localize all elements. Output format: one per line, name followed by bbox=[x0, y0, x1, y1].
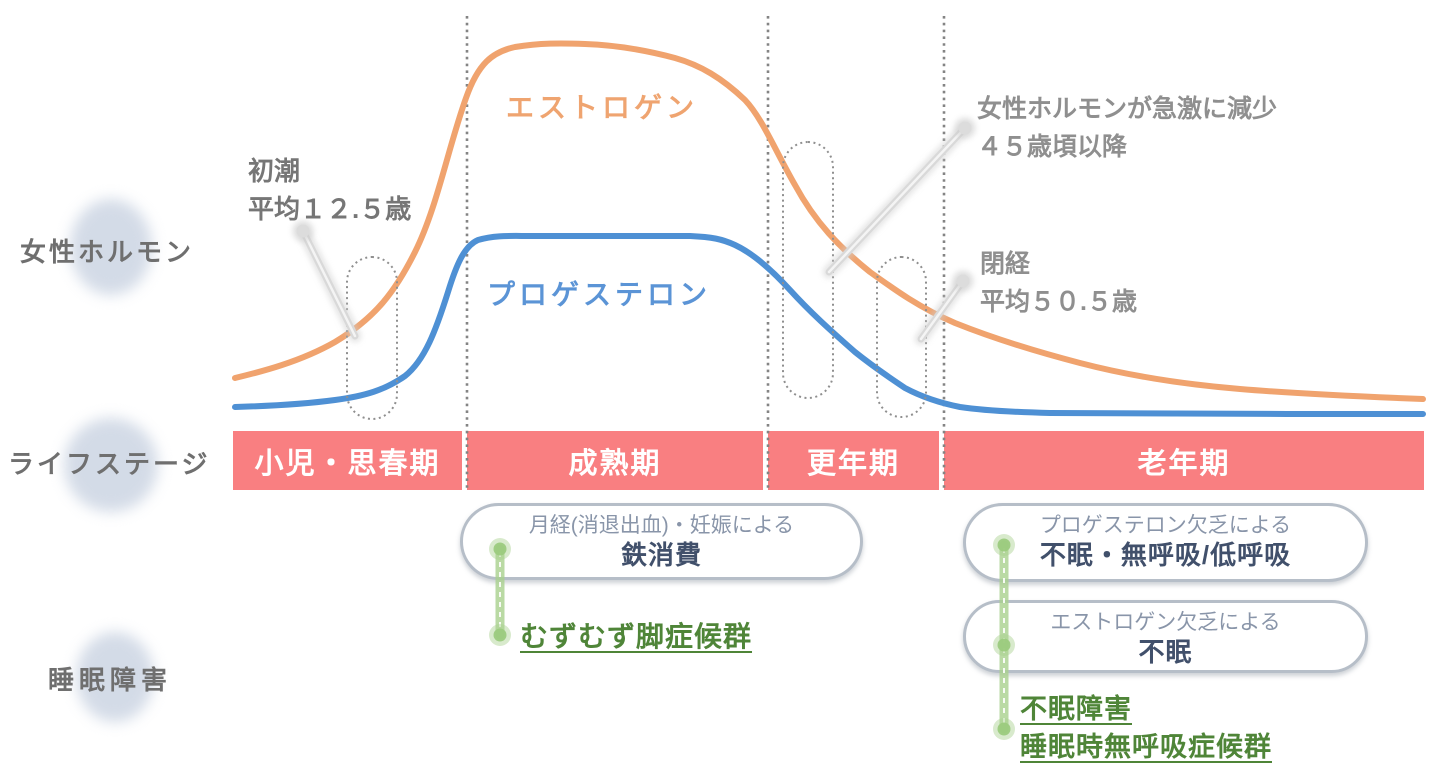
annotation-menopause-line2: 平均５０.５歳 bbox=[980, 288, 1137, 316]
annotation-menarche-line1: 初潮 bbox=[248, 156, 301, 186]
estrogen-deficiency-box: エストロゲン欠乏による 不眠 bbox=[963, 600, 1368, 673]
iron-consumption-effect: 鉄消費 bbox=[620, 540, 702, 570]
iron-consumption-box: 月経(消退出血)・妊娠による 鉄消費 bbox=[460, 503, 863, 580]
row-label-hormone: 女性ホルモン bbox=[20, 237, 195, 267]
insomnia-label: 不眠障害 bbox=[1020, 694, 1132, 724]
progesterone-deficiency-effect: 不眠・無呼吸/低呼吸 bbox=[1039, 540, 1292, 570]
restless-legs-label: むずむず脚症候群 bbox=[520, 621, 753, 652]
progesterone-curve bbox=[232, 232, 1426, 417]
progesterone-curve-label: プロゲステロン bbox=[487, 279, 712, 310]
estrogen-deficiency-effect: 不眠 bbox=[1138, 637, 1193, 667]
menarche-highlight-capsule bbox=[346, 256, 398, 420]
life-stage-childhood: 小児・思春期 bbox=[233, 431, 462, 490]
sleep-apnea-label: 睡眠時無呼吸症候群 bbox=[1020, 732, 1272, 762]
restless-legs-text: むずむず脚症候群 bbox=[520, 615, 752, 655]
annotation-hormone-decline: 女性ホルモンが急激に減少 ４５歳頃以降 bbox=[977, 90, 1277, 166]
life-stage-maturity: 成熟期 bbox=[467, 431, 763, 490]
hormone-label-circle bbox=[70, 199, 152, 295]
annotation-decline-line1: 女性ホルモンが急激に減少 bbox=[977, 95, 1278, 123]
decline-pointer-arrow bbox=[822, 117, 976, 279]
row-label-sleep-disorder: 睡眠障害 bbox=[48, 665, 173, 695]
lifestage-label-circle bbox=[64, 418, 158, 512]
progesterone-deficiency-cause: プロゲステロン欠乏による bbox=[1039, 514, 1292, 537]
estrogen-curve bbox=[232, 40, 1426, 402]
row-label-lifestage: ライフステージ bbox=[8, 449, 211, 479]
annotation-menarche: 初潮 平均１２.５歳 bbox=[248, 152, 411, 228]
deficiency-disorders-connector bbox=[993, 534, 1015, 740]
life-stage-menopause: 更年期 bbox=[768, 431, 939, 490]
menopause-pointer-arrow bbox=[914, 270, 974, 346]
decline-highlight-capsule bbox=[782, 141, 834, 399]
iron-consumption-cause: 月経(消退出血)・妊娠による bbox=[528, 514, 795, 537]
estrogen-curve-label: エストロゲン bbox=[506, 92, 699, 123]
progesterone-deficiency-box: プロゲステロン欠乏による 不眠・無呼吸/低呼吸 bbox=[963, 503, 1368, 582]
sleep-label-circle bbox=[76, 632, 154, 722]
senior-sleep-disorders-text: 不眠障害 睡眠時無呼吸症候群 bbox=[1020, 690, 1272, 766]
iron-rls-connector bbox=[489, 538, 511, 646]
menarche-pointer-arrow bbox=[292, 220, 362, 343]
life-stage-senior: 老年期 bbox=[944, 431, 1424, 490]
estrogen-deficiency-cause: エストロゲン欠乏による bbox=[1050, 611, 1281, 634]
annotation-decline-line2: ４５歳頃以降 bbox=[977, 133, 1128, 161]
annotation-menopause: 閉経 平均５０.５歳 bbox=[980, 245, 1137, 321]
annotation-menopause-line1: 閉経 bbox=[980, 250, 1031, 278]
annotation-menarche-line2: 平均１２.５歳 bbox=[248, 194, 412, 224]
life-stage-band: 小児・思春期 成熟期 更年期 老年期 bbox=[233, 431, 1424, 490]
